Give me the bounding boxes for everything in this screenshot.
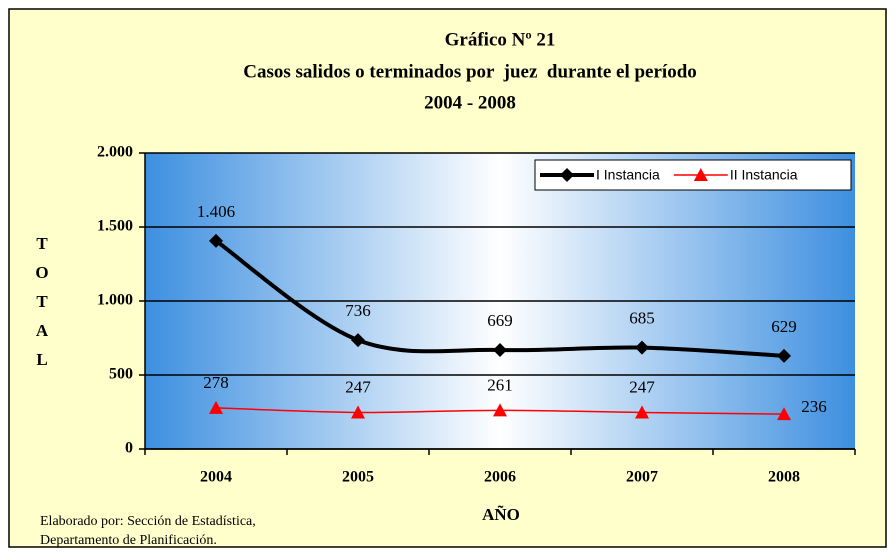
point-marker bbox=[351, 405, 365, 419]
footnote: Elaborado por: Sección de Estadística, bbox=[40, 514, 256, 529]
y-axis-label-letter: L bbox=[36, 350, 47, 369]
y-axis-label-letter: O bbox=[35, 263, 48, 282]
y-axis-label-letter: T bbox=[36, 292, 48, 311]
data-label: 247 bbox=[345, 377, 371, 396]
data-label: 685 bbox=[629, 309, 655, 328]
data-label: 261 bbox=[487, 375, 513, 394]
data-label: 247 bbox=[629, 377, 655, 396]
x-tick-label: 2008 bbox=[768, 469, 800, 486]
y-tick-label: 2.000 bbox=[97, 144, 133, 161]
x-tick-label: 2004 bbox=[200, 469, 232, 486]
point-marker bbox=[777, 407, 791, 421]
y-tick-label: 500 bbox=[109, 366, 133, 383]
chart-title: Gráfico Nº 21 bbox=[445, 29, 556, 50]
point-marker bbox=[693, 168, 708, 181]
point-marker bbox=[209, 233, 223, 248]
point-marker bbox=[209, 400, 223, 414]
y-axis-label-letter: A bbox=[36, 321, 49, 340]
x-tick-label: 2005 bbox=[342, 469, 374, 486]
point-marker bbox=[635, 340, 649, 355]
point-marker bbox=[560, 168, 574, 182]
legend: I Instancia II Instancia bbox=[534, 159, 852, 191]
legend-label: II Instancia bbox=[730, 167, 798, 183]
y-tick-label: 1.000 bbox=[97, 292, 133, 309]
y-axis-label-letter: T bbox=[36, 234, 48, 253]
y-tick-label: 1.500 bbox=[97, 218, 133, 235]
point-marker bbox=[351, 333, 365, 348]
point-marker bbox=[635, 405, 649, 419]
footnote: Departamento de Planificación. bbox=[40, 533, 217, 548]
data-label: 629 bbox=[771, 317, 797, 336]
data-label: 669 bbox=[487, 311, 513, 330]
data-label: 278 bbox=[203, 373, 229, 392]
x-tick-label: 2006 bbox=[484, 469, 516, 486]
y-tick-label: 0 bbox=[125, 440, 133, 457]
x-tick-label: 2007 bbox=[626, 469, 658, 486]
point-marker bbox=[777, 348, 791, 363]
data-label: 1.406 bbox=[197, 202, 235, 221]
chart-title: Casos salidos o terminados por juez dura… bbox=[243, 61, 697, 82]
legend-label: I Instancia bbox=[596, 167, 660, 183]
point-marker bbox=[493, 342, 507, 357]
x-axis-label: AÑO bbox=[482, 505, 520, 524]
data-label: 236 bbox=[801, 397, 827, 416]
point-marker bbox=[493, 403, 507, 417]
data-label: 736 bbox=[345, 301, 371, 320]
chart-title: 2004 - 2008 bbox=[424, 92, 516, 113]
